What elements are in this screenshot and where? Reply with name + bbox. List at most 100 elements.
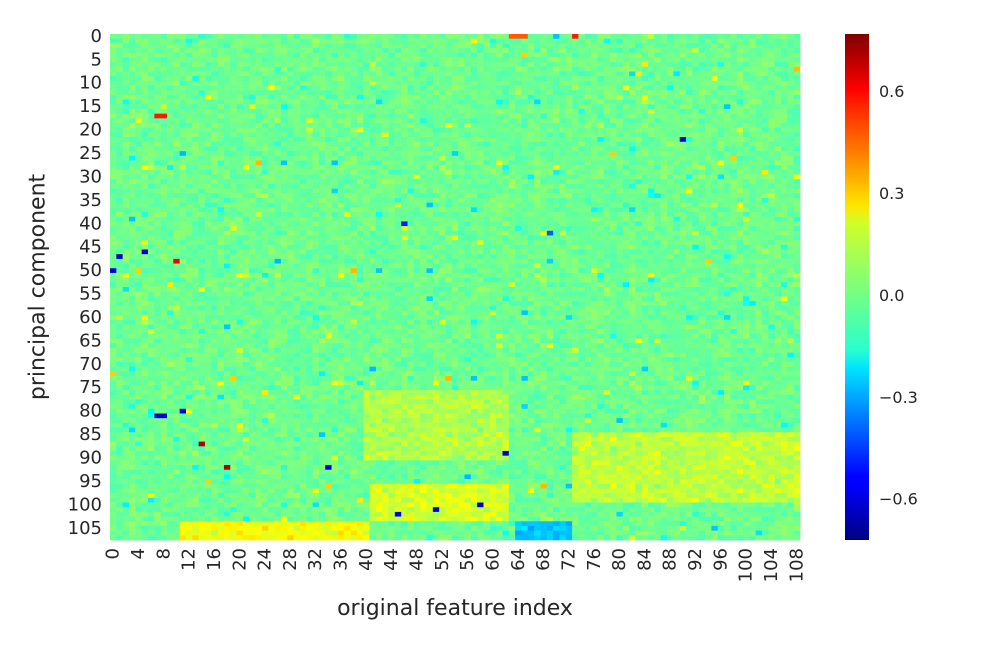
heatmap-cell: [597, 221, 605, 227]
heatmap-cell: [147, 108, 155, 114]
heatmap-cell: [166, 80, 174, 86]
heatmap-cell: [179, 80, 187, 86]
heatmap-cell: [458, 113, 465, 119]
heatmap-cell: [363, 183, 370, 189]
heatmap-cell: [268, 141, 275, 147]
heatmap-cell: [306, 197, 313, 204]
heatmap-cell: [439, 38, 446, 44]
heatmap-cell: [306, 146, 313, 152]
heatmap-cell: [135, 197, 142, 204]
heatmap-cell: [711, 212, 719, 218]
heatmap-cell: [274, 174, 282, 180]
heatmap-cell: [211, 183, 218, 189]
heatmap-cell: [743, 48, 750, 54]
heatmap-cell: [622, 57, 630, 63]
heatmap-cell: [173, 137, 180, 143]
heatmap-cell: [470, 207, 478, 213]
heatmap-cell: [540, 230, 548, 236]
heatmap-cell: [622, 207, 630, 213]
heatmap-cell: [432, 165, 440, 171]
heatmap-cell: [363, 146, 370, 152]
heatmap-cell: [591, 202, 598, 208]
heatmap-cell: [268, 62, 275, 68]
heatmap-cell: [470, 240, 478, 246]
heatmap-cell: [559, 137, 567, 143]
heatmap-cell: [565, 207, 573, 213]
heatmap-cell: [356, 141, 364, 147]
heatmap-cell: [249, 99, 256, 105]
heatmap-cell: [648, 94, 655, 100]
heatmap-cell: [255, 226, 263, 232]
heatmap-cell: [641, 132, 649, 138]
heatmap-cell: [350, 137, 358, 143]
heatmap-cell: [717, 113, 725, 119]
heatmap-cell: [306, 193, 313, 199]
heatmap-cell: [546, 118, 554, 124]
heatmap-cell: [546, 151, 554, 157]
heatmap-cell: [787, 155, 795, 161]
heatmap-cell: [293, 52, 301, 58]
heatmap-cell: [223, 230, 231, 236]
heatmap-cell: [166, 212, 174, 218]
heatmap-cell: [610, 52, 617, 58]
heatmap-cell: [141, 38, 149, 44]
heatmap-cell: [451, 48, 459, 54]
heatmap-cell: [394, 226, 402, 232]
heatmap-cell: [154, 207, 161, 213]
heatmap-cell: [730, 169, 738, 175]
heatmap-cell: [198, 230, 206, 236]
heatmap-cell: [496, 141, 503, 147]
heatmap-cell: [122, 66, 130, 72]
heatmap-cell: [762, 221, 769, 227]
heatmap-cell: [192, 155, 199, 161]
heatmap-cell: [110, 221, 117, 227]
heatmap-cell: [141, 43, 149, 49]
heatmap-cell: [648, 52, 655, 58]
heatmap-cell: [388, 146, 396, 152]
heatmap-cell: [445, 235, 453, 241]
heatmap-cell: [439, 62, 446, 68]
heatmap-cell: [496, 151, 503, 157]
heatmap-cell: [388, 118, 396, 124]
heatmap-cell: [375, 155, 383, 161]
heatmap-cell: [287, 160, 294, 166]
heatmap-cell: [268, 240, 275, 246]
heatmap-cell: [110, 160, 117, 166]
heatmap-cell: [141, 221, 149, 227]
heatmap-cell: [280, 137, 288, 143]
heatmap-cell: [420, 48, 427, 54]
heatmap-cell: [502, 85, 510, 91]
heatmap-cell: [755, 202, 763, 208]
heatmap-cell: [255, 155, 263, 161]
heatmap-cell: [730, 48, 738, 54]
heatmap-cell: [426, 155, 434, 161]
heatmap-cell: [204, 207, 212, 213]
heatmap-cell: [179, 62, 187, 68]
heatmap-cell: [749, 197, 757, 204]
heatmap-cell: [622, 38, 630, 44]
heatmap-cell: [350, 240, 358, 246]
heatmap-cell: [128, 99, 136, 105]
heatmap-cell: [793, 113, 801, 119]
heatmap-cell: [274, 66, 282, 72]
heatmap-cell: [135, 221, 142, 227]
heatmap-cell: [211, 226, 218, 232]
heatmap-cell: [306, 244, 313, 250]
heatmap-cell: [445, 197, 453, 204]
heatmap-cell: [667, 123, 674, 129]
heatmap-cell: [407, 151, 415, 157]
heatmap-cell: [521, 240, 529, 246]
heatmap-cell: [521, 94, 529, 100]
heatmap-cell: [534, 66, 541, 72]
heatmap-cell: [337, 197, 345, 204]
heatmap-cell: [413, 104, 421, 110]
heatmap-cell: [483, 52, 491, 58]
heatmap-cell: [388, 160, 396, 166]
heatmap-cell: [350, 216, 358, 222]
heatmap-cell: [280, 71, 288, 77]
heatmap-cell: [610, 34, 617, 40]
heatmap-cell: [363, 43, 370, 49]
heatmap-cell: [610, 155, 617, 161]
heatmap-cell: [679, 108, 687, 114]
heatmap-cell: [578, 38, 586, 44]
